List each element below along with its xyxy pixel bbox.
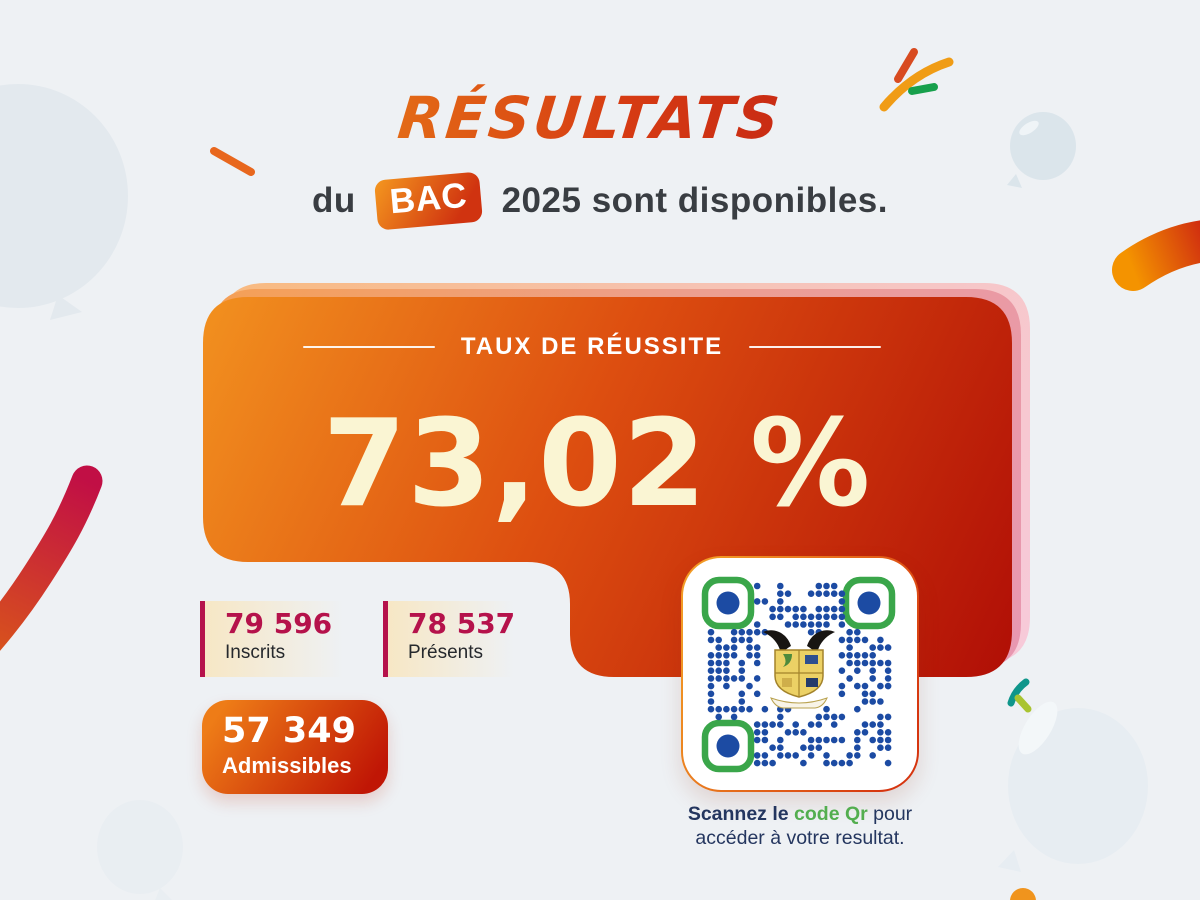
caption-after: pour xyxy=(873,803,913,825)
success-rate-header: TAUX DE RÉUSSITE xyxy=(202,333,982,361)
qr-code xyxy=(701,576,896,773)
confetti-orange-curve-icon xyxy=(879,57,954,112)
stat-label: Présents xyxy=(408,642,483,664)
subtitle-suffix: sont disponibles. xyxy=(591,181,888,220)
page-title: RÉSULTATS xyxy=(236,84,943,152)
stat-value: 79 596 xyxy=(225,607,333,640)
qr-card xyxy=(681,556,919,792)
confetti-teal-stroke-icon xyxy=(1007,678,1030,707)
stat-presents: 78 537 Présents xyxy=(383,601,531,677)
success-rate-value: 73,02 % xyxy=(322,394,872,534)
subtitle-year: 2025 xyxy=(501,181,582,220)
qr-finder-top-right xyxy=(842,576,896,630)
subtitle-prefix: du xyxy=(312,181,356,220)
confetti-orange-dot-icon xyxy=(1010,888,1036,900)
stat-label: Admissibles xyxy=(222,752,352,778)
qr-finder-top-left xyxy=(701,576,755,630)
balloon-bottom-right-icon xyxy=(998,701,1148,872)
caption-bold: Scannez le xyxy=(687,803,789,825)
balloon-bottom-left-icon xyxy=(97,800,183,900)
qr-caption-line1: Scannez le code Qr pour xyxy=(650,802,950,826)
benin-coat-of-arms-icon xyxy=(763,630,835,709)
qr-dots xyxy=(707,582,892,767)
stat-inscrits: 79 596 Inscrits xyxy=(200,601,362,677)
confetti-orange-dash-icon xyxy=(210,147,255,176)
stat-value: 78 537 xyxy=(408,607,516,640)
caption-green: code Qr xyxy=(794,803,868,825)
balloon-top-right-icon xyxy=(1007,112,1076,188)
swoosh-right-icon xyxy=(1112,220,1200,291)
confetti-lime-dash-icon xyxy=(1014,694,1032,713)
balloon-top-left-icon xyxy=(0,84,128,320)
stat-admissibles: 57 349 Admissibles xyxy=(202,700,388,794)
qr-caption-line2: accéder à votre resultat. xyxy=(695,827,905,849)
confetti-green-dash-icon xyxy=(908,83,938,95)
stat-label: Inscrits xyxy=(225,642,286,664)
divider-line-right xyxy=(749,345,882,349)
success-rate-label: TAUX DE RÉUSSITE xyxy=(460,333,724,360)
bac-badge: BAC xyxy=(374,171,484,231)
swoosh-left-icon xyxy=(0,465,103,651)
confetti-red-stroke-icon xyxy=(894,48,918,83)
qr-caption: Scannez le code Qr pour accéder à votre … xyxy=(650,802,950,850)
divider-line-left xyxy=(302,345,435,349)
subtitle: du BAC 2025 sont disponibles. xyxy=(0,171,1200,231)
qr-finder-bottom-left xyxy=(701,719,755,773)
stat-value: 57 349 xyxy=(222,711,356,751)
